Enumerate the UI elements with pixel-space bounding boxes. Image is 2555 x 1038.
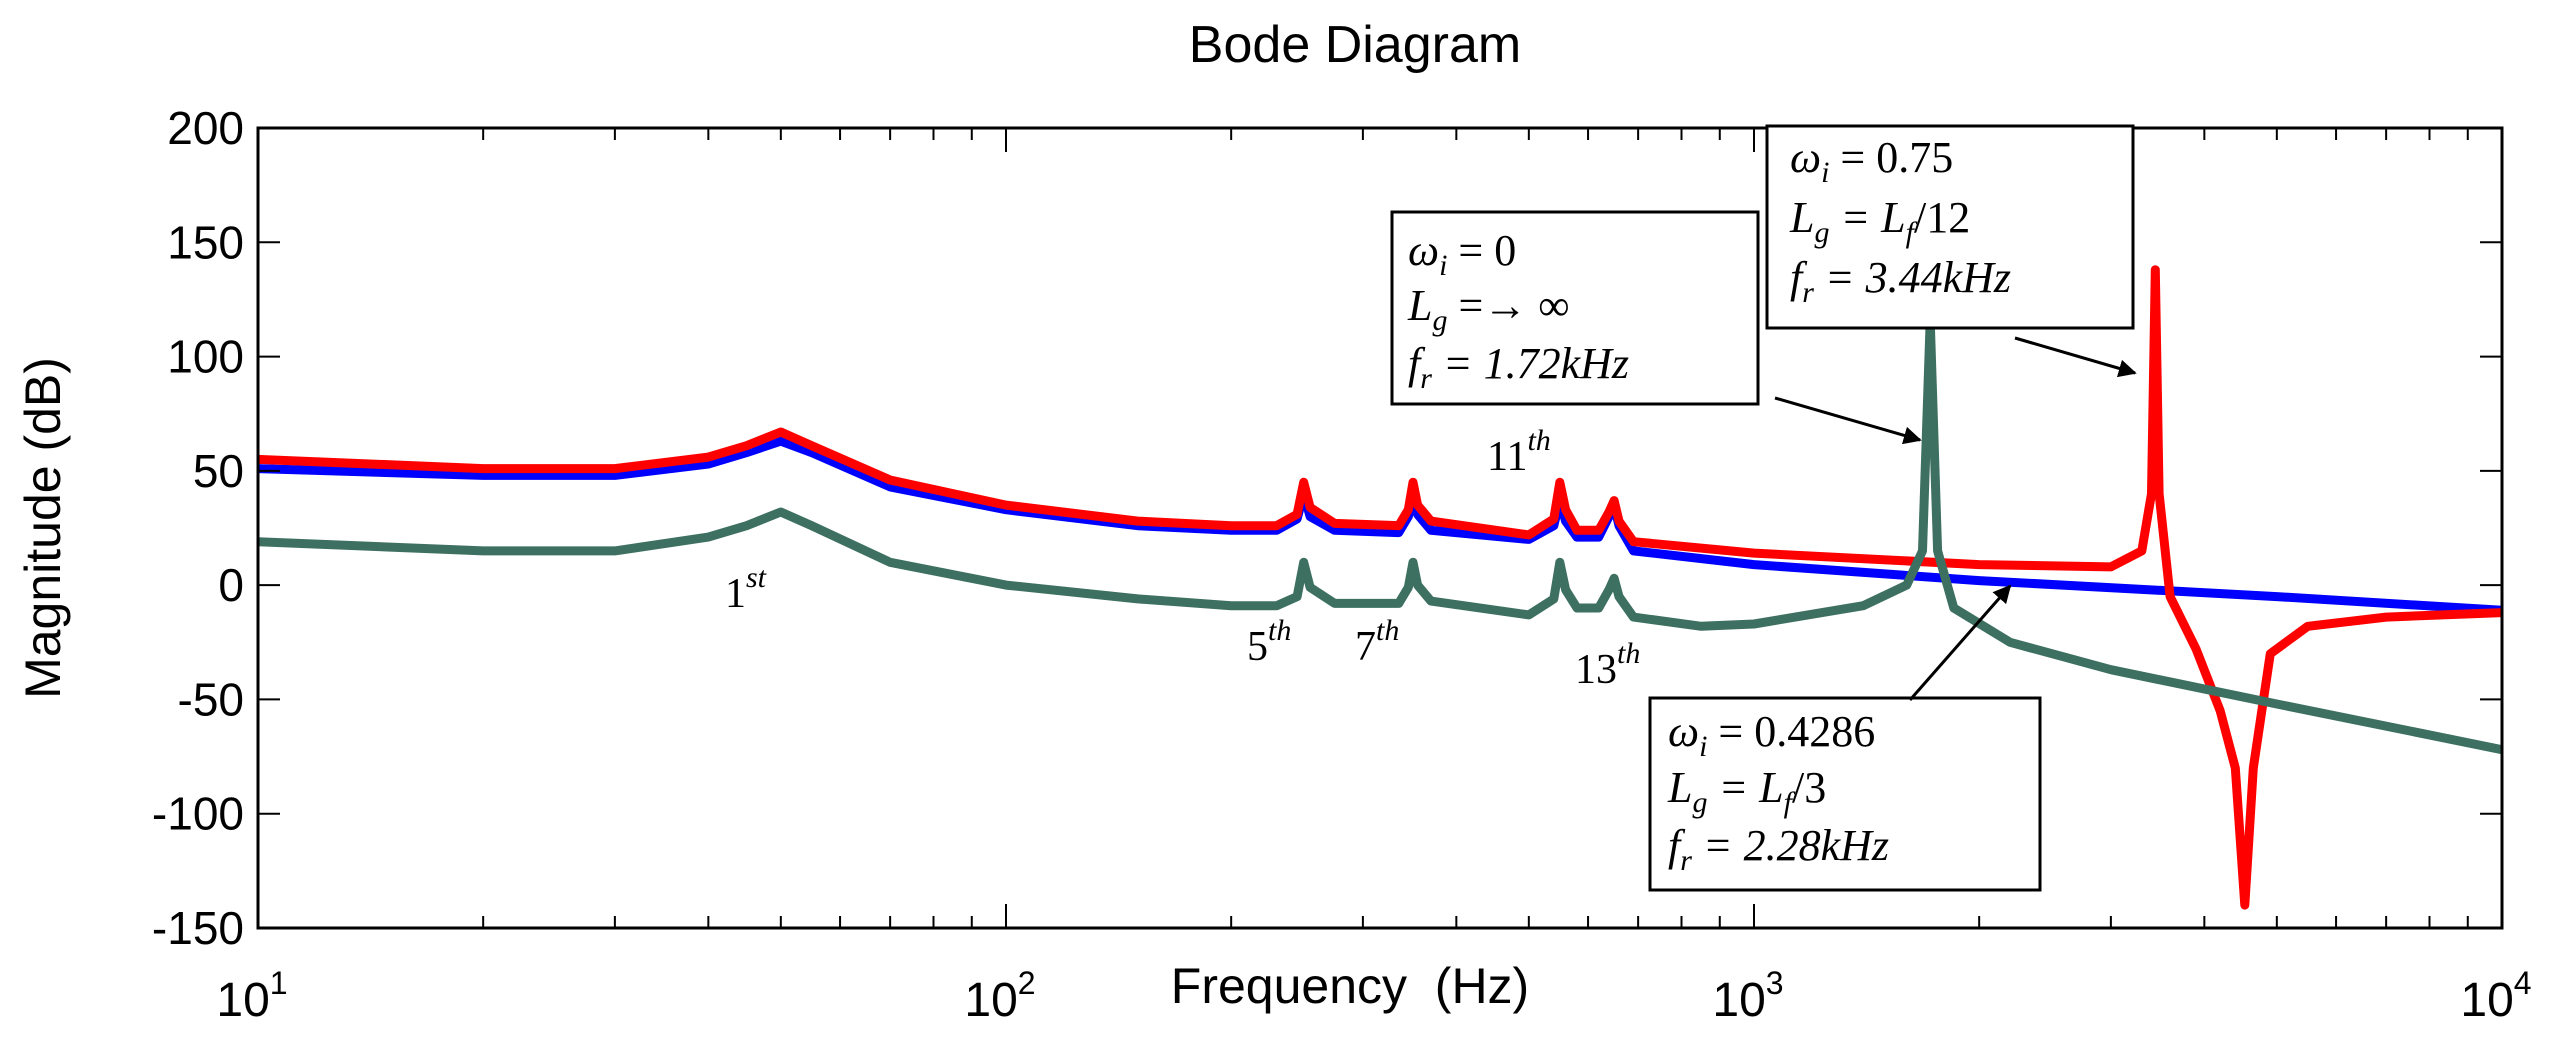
x-tick-label: 102	[964, 965, 1035, 1027]
wi-075-omega-sub: i	[1821, 156, 1829, 189]
harmonic-label-1st: 1st	[725, 561, 767, 617]
y-tick-label: 0	[218, 559, 244, 611]
wi-0-lg-sub: g	[1432, 304, 1447, 337]
wi-075-lg-sub: g	[1814, 216, 1829, 249]
plot-area	[256, 126, 2504, 930]
y-axis-label: Magnitude (dB)	[15, 357, 71, 699]
annotation-wi-04286-line1: ωi = 0.4286	[1668, 707, 1875, 763]
tick-layer: 200 150 100 50 0 -50 -100 -150 101 102 103 104	[152, 102, 2532, 1027]
harmonic-label-13th: 13th	[1575, 637, 1640, 693]
harmonic-5-base: 5	[1247, 624, 1268, 670]
x-axis-label: Frequency (Hz)	[1171, 958, 1529, 1014]
wi-0-fr-value: = 1.72kHz	[1432, 339, 1629, 388]
harmonic-11-sup: th	[1527, 424, 1550, 457]
y-tick-label: -150	[152, 902, 244, 954]
y-tick-label: 100	[167, 331, 244, 383]
annotation-wi-075-line3: fr = 3.44kHz	[1790, 253, 2011, 309]
wi-04286-omega-sub: i	[1699, 730, 1707, 763]
wi-075-omega: ω	[1790, 133, 1821, 182]
annotation-wi-0-line1: ωi = 0	[1408, 226, 1516, 282]
annotation-wi-075-line2: Lg = Lf/12	[1789, 193, 1970, 249]
wi-075-fr-value: = 3.44kHz	[1814, 253, 2011, 302]
wi-04286-fr-sub: r	[1680, 844, 1692, 877]
y-tick-label: 50	[193, 445, 244, 497]
wi-0-lg: L	[1407, 281, 1432, 330]
y-tick-label: -50	[178, 673, 244, 725]
y-tick-label: 200	[167, 102, 244, 154]
wi-04286-lf-ratio: /3	[1792, 763, 1826, 812]
harmonic-7-base: 7	[1355, 624, 1376, 670]
wi-04286-lg-value: = L	[1707, 763, 1783, 812]
harmonic-11-base: 11	[1487, 434, 1527, 480]
x-tick-label: 103	[1712, 965, 1783, 1027]
annotation-wi-0-box	[1390, 210, 1760, 406]
y-tick-label: -100	[152, 788, 244, 840]
x-tick-label: 104	[2460, 965, 2531, 1027]
wi-075-lf-ratio: /12	[1914, 193, 1970, 242]
series-layer	[258, 265, 2502, 910]
wi-04286-omega: ω	[1668, 707, 1699, 756]
wi-04286-fr-value: = 2.28kHz	[1692, 821, 1889, 870]
annotation-wi-04286-arrow	[1908, 584, 2012, 701]
harmonic-label-7th: 7th	[1355, 614, 1399, 670]
harmonic-13-sup: th	[1617, 637, 1640, 670]
wi-0-omega-value: = 0	[1447, 226, 1516, 275]
annotation-wi-0-arrow	[1774, 396, 1922, 445]
x-tick-label: 101	[216, 965, 287, 1027]
wi-075-lg-value: = L	[1829, 193, 1905, 242]
wi-0-omega: ω	[1408, 226, 1439, 275]
wi-0-fr-sub: r	[1420, 362, 1432, 395]
wi-0-omega-sub: i	[1439, 249, 1447, 282]
annotation-wi-04286: ωi = 0.4286 Lg = Lf/3 fr = 2.28kHz	[1648, 584, 2042, 892]
harmonic-1-sup: st	[746, 561, 767, 594]
chart-title: Bode Diagram	[1189, 16, 1521, 74]
annotation-wi-04286-line3: fr = 2.28kHz	[1668, 821, 1889, 877]
annotation-wi-075: ωi = 0.75 Lg = Lf/12 fr = 3.44kHz	[1765, 124, 2137, 378]
harmonic-label-11th: 11th	[1487, 424, 1551, 480]
wi-075-omega-value: = 0.75	[1829, 133, 1953, 182]
series-line-wi-0	[258, 315, 2502, 755]
annotation-wi-0-line3: fr = 1.72kHz	[1408, 339, 1629, 395]
harmonic-label-5th: 5th	[1247, 614, 1291, 670]
wi-04286-omega-value: = 0.4286	[1707, 707, 1875, 756]
wi-04286-lg: L	[1667, 763, 1692, 812]
annotation-wi-0: ωi = 0 Lg =→ ∞ fr = 1.72kHz	[1390, 210, 1922, 445]
harmonic-5-sup: th	[1268, 614, 1291, 647]
annotation-wi-04286-box	[1648, 696, 2042, 892]
harmonic-1-base: 1	[725, 571, 746, 617]
annotation-wi-04286-line2: Lg = Lf/3	[1667, 763, 1826, 819]
wi-04286-lg-sub: g	[1692, 786, 1707, 819]
annotation-wi-075-arrow	[2014, 336, 2137, 378]
annotation-wi-075-line1: ωi = 0.75	[1790, 133, 1953, 189]
wi-075-lg: L	[1789, 193, 1814, 242]
series-line-wi-0-75	[258, 265, 2502, 910]
harmonic-7-sup: th	[1376, 614, 1399, 647]
y-tick-label: 150	[167, 216, 244, 268]
annotation-wi-0-line2: Lg =→ ∞	[1407, 281, 1570, 337]
harmonic-13-base: 13	[1575, 647, 1617, 693]
annotation-wi-075-box	[1765, 124, 2135, 330]
wi-075-fr-sub: r	[1802, 276, 1814, 309]
wi-0-lg-value: =→ ∞	[1447, 281, 1569, 330]
